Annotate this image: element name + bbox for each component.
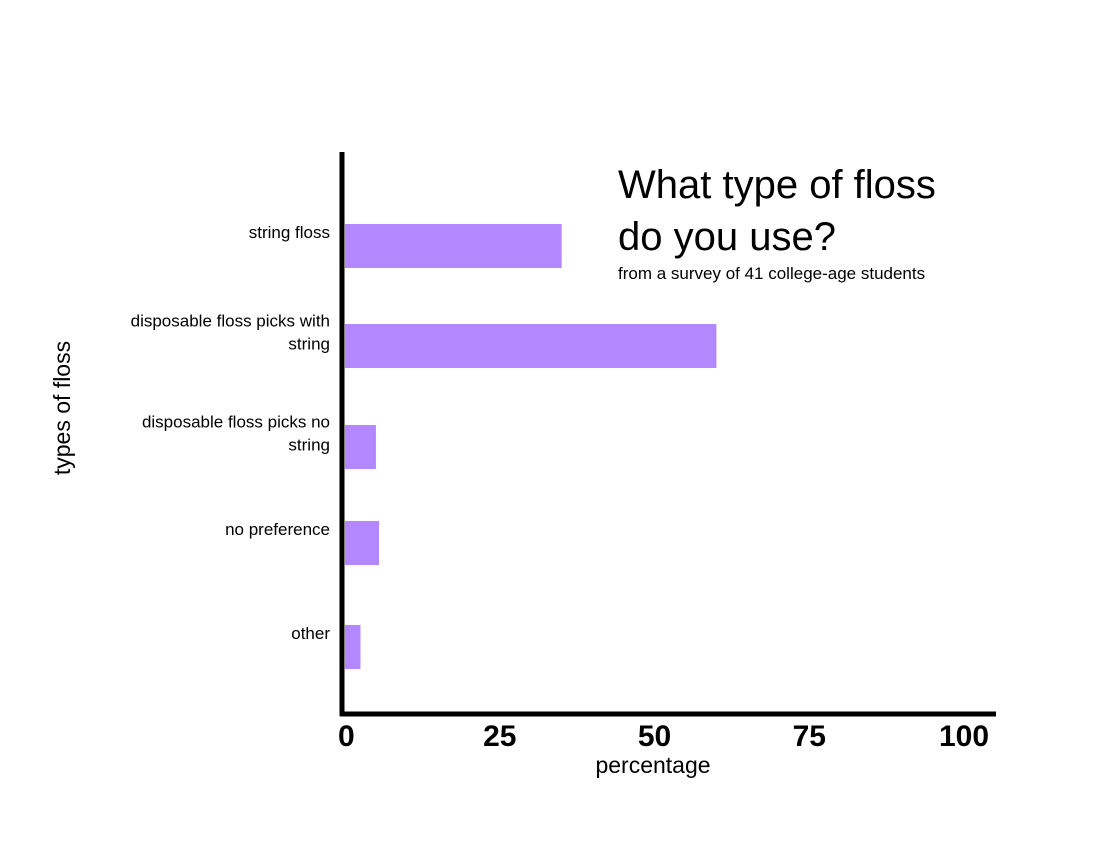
category-label-3: no preference [225, 520, 330, 539]
bar-3 [345, 521, 380, 565]
x-tick-label-75: 75 [793, 720, 826, 753]
category-label-1: disposable floss picks with string [131, 312, 330, 354]
x-tick-label-25: 25 [483, 720, 516, 753]
x-tick-label-0: 0 [338, 720, 355, 753]
category-label-2-line-0: disposable floss picks no [142, 413, 330, 432]
bar-4 [345, 625, 361, 669]
category-label-0: string floss [249, 223, 330, 242]
x-tick-label-50: 50 [638, 720, 671, 753]
category-label-4-line-0: other [291, 624, 330, 643]
bar-0 [345, 224, 562, 268]
category-label-1-line-1: string [288, 335, 330, 354]
category-label-4: other [291, 624, 330, 643]
x-axis-title: percentage [595, 752, 710, 778]
category-label-2-line-1: string [288, 436, 330, 455]
category-label-0-line-0: string floss [249, 223, 330, 242]
category-label-1-line-0: disposable floss picks with [131, 312, 330, 331]
chart-title-line-1: What type of floss [618, 163, 936, 207]
x-tick-label-100: 100 [939, 720, 989, 753]
chart-subtitle: from a survey of 41 college-age students [618, 264, 925, 283]
bar-1 [345, 324, 717, 368]
category-label-2: disposable floss picks no string [142, 413, 330, 455]
chart-title-line-2: do you use? [618, 215, 836, 259]
category-label-3-line-0: no preference [225, 520, 330, 539]
bar-2 [345, 425, 376, 469]
y-axis-title: types of floss [49, 341, 75, 475]
